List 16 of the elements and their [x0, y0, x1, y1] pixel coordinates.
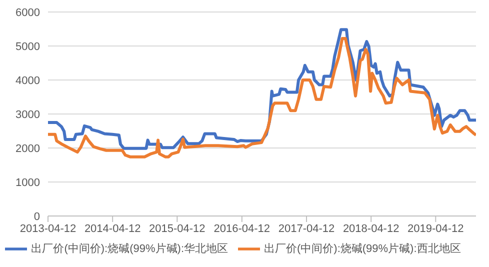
x-tick-label: 2019-04-12 [408, 222, 464, 235]
x-tick-label: 2018-04-12 [342, 222, 400, 235]
y-tick-label: 5000 [16, 40, 40, 53]
legend-label: 出厂价(中间价):烧碱(99%片碱):西北地区 [264, 242, 461, 255]
y-tick-label: 0 [34, 210, 40, 223]
y-tick-label: 2000 [16, 142, 40, 155]
x-tick-label: 2015-04-12 [149, 222, 206, 235]
y-tick-label: 1000 [16, 176, 40, 189]
x-tick-label: 2016-04-12 [214, 222, 270, 235]
x-tick-label: 2013-04-12 [20, 222, 76, 235]
x-tick-label: 2017-04-12 [278, 222, 335, 235]
x-tick-label: 2014-04-12 [84, 222, 141, 235]
y-tick-label: 4000 [16, 74, 40, 87]
y-tick-label: 3000 [16, 108, 40, 121]
y-tick-label: 6000 [16, 6, 40, 19]
legend-label: 出厂价(中间价):烧碱(99%片碱):华北地区 [31, 242, 228, 255]
